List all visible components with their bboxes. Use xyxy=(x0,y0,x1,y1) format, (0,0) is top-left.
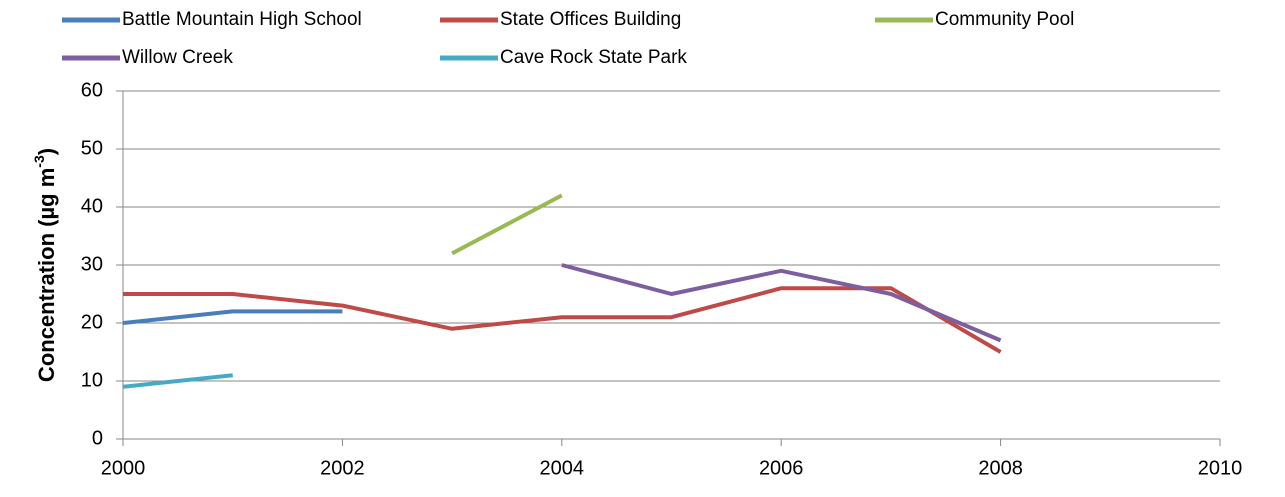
legend-label: Cave Rock State Park xyxy=(500,47,687,68)
x-tick-label: 2002 xyxy=(320,457,365,479)
x-tick-label: 2010 xyxy=(1198,457,1243,479)
series-line xyxy=(122,373,233,389)
y-tick-label: 40 xyxy=(81,195,103,217)
x-tick-label: 2008 xyxy=(978,457,1023,479)
series-line xyxy=(561,263,1002,343)
legend-label: Battle Mountain High School xyxy=(122,9,362,30)
legend-label: State Offices Building xyxy=(500,9,681,30)
y-tick-label: 60 xyxy=(81,79,103,101)
y-tick-label: 10 xyxy=(81,369,103,391)
x-tick-label: 2004 xyxy=(540,457,585,479)
y-tick-label: 50 xyxy=(81,137,103,159)
legend-label: Community Pool xyxy=(935,9,1074,30)
legend-label: Willow Creek xyxy=(122,47,233,68)
y-axis-label: Concentration (µg m-3) xyxy=(31,148,59,382)
x-tick-label: 2006 xyxy=(759,457,804,479)
series-line xyxy=(122,309,343,325)
x-tick-label: 2000 xyxy=(101,457,146,479)
series-line xyxy=(123,286,1002,354)
y-tick-label: 20 xyxy=(81,311,103,333)
y-tick-label: 0 xyxy=(92,427,103,449)
y-tick-label: 30 xyxy=(81,253,103,275)
series-line xyxy=(451,193,563,256)
